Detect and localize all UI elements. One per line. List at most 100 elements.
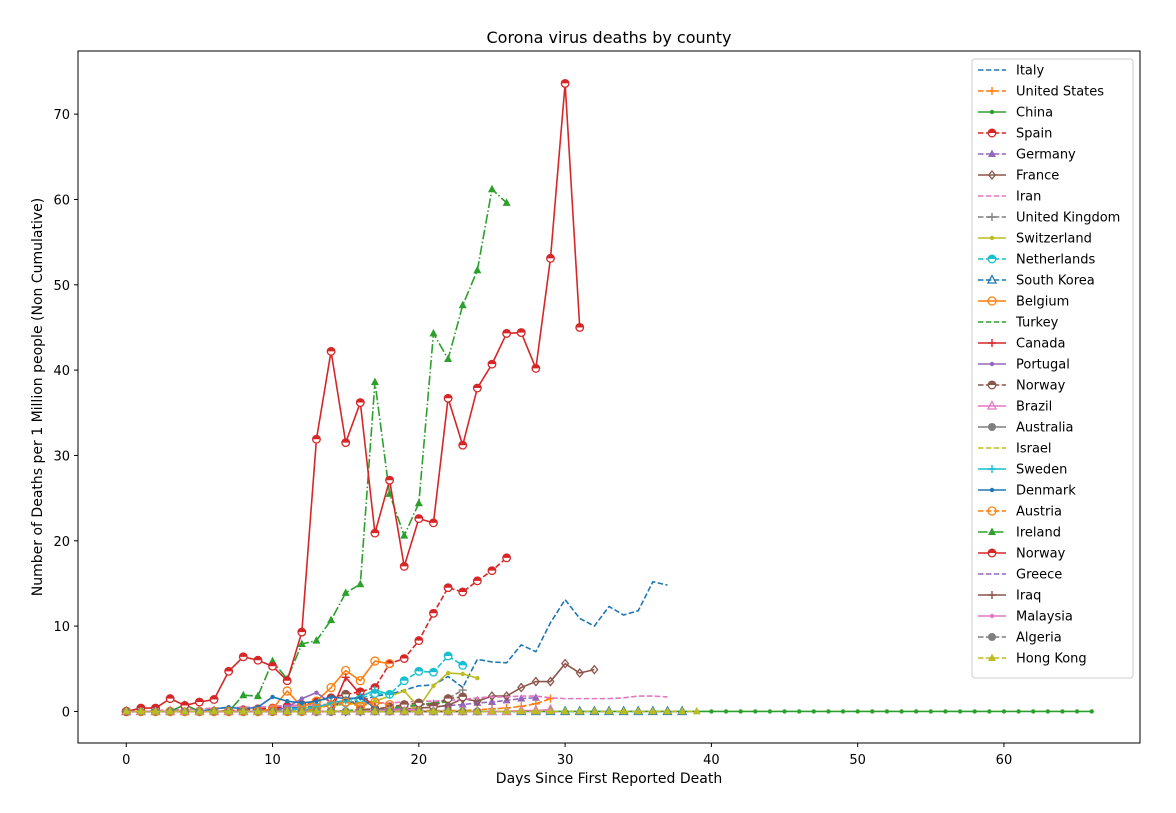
series-ireland-22-point-23: [458, 300, 467, 309]
series-norway-23-point-20: [414, 514, 424, 524]
series-spain-3-point-21-fill: [429, 609, 438, 614]
series-france-5-point-30: [560, 658, 570, 669]
series-ireland-22-point-10: [268, 656, 277, 665]
series-norway-15-point-15-fill: [341, 690, 350, 695]
legend-entry-portugal-14-label: Portugal: [1016, 358, 1070, 373]
series-hong-kong-28-point-7: [224, 706, 233, 715]
series-hong-kong-28-point-29: [546, 706, 555, 715]
series-hong-kong-28-point-35: [634, 706, 643, 715]
series-spain-3-point-17-fill: [371, 683, 379, 688]
x-tick-label-40: 40: [703, 753, 720, 768]
series-ireland-22-point-14: [327, 615, 336, 624]
series-netherlands-9-point-22: [443, 651, 453, 661]
series-china-2-point-66: [1089, 709, 1094, 714]
series-ireland-22-point-25: [487, 184, 496, 193]
series-hong-kong-28-point-37: [663, 706, 672, 715]
series-norway-23-point-19-fill: [400, 562, 409, 567]
series-spain-3-point-25-fill: [488, 566, 496, 571]
x-axis-label: Days Since First Reported Death: [496, 771, 722, 787]
legend-entry-belgium-11-marker: [987, 296, 997, 306]
series-norway-23-point-28-fill: [532, 364, 540, 369]
legend-entry-norway-23-marker: [987, 548, 997, 558]
series-belgium-11-point-18: [384, 658, 395, 669]
legend-entry-hong-kong-28: Hong Kong: [978, 652, 1087, 667]
legend-entry-austria-21-label: Austria: [1016, 505, 1062, 520]
series-norway-15-point-20-fill: [415, 699, 423, 703]
series-china-2-point-54: [913, 709, 919, 714]
legend-entry-norway-15-marker-fill: [988, 381, 996, 385]
series-netherlands-9-point-21-fill: [429, 668, 438, 673]
series-china-2-point-61: [1016, 709, 1021, 714]
legend-entry-italy-0-label: Italy: [1016, 64, 1045, 79]
legend-entry-turkey-12: Turkey: [978, 316, 1059, 331]
series-denmark-20-point-16: [358, 695, 363, 700]
series-denmark-20-point-12: [299, 700, 305, 706]
legend-entry-france-5-marker: [987, 169, 997, 181]
series-ireland-22-point-13: [312, 636, 321, 644]
series-norway-23-point-31: [575, 323, 585, 332]
series-china-2-point-43: [753, 709, 758, 714]
legend-entry-south-korea-10-marker: [986, 274, 998, 284]
series-china-2-point-52: [884, 709, 890, 714]
series-norway-23-point-25-fill: [488, 360, 496, 365]
series-hong-kong-28-point-1: [136, 706, 145, 715]
series-hong-kong-28-point-18: [385, 706, 394, 715]
series-spain-3-point-20: [414, 636, 424, 646]
series-denmark-20-point-10: [270, 694, 275, 700]
y-tick-label-40: 40: [53, 364, 70, 379]
legend-entry-hong-kong-28-marker: [988, 653, 996, 661]
legend-entry-canada-13-marker: [988, 339, 996, 347]
series-norway-23-point-16: [355, 398, 365, 407]
legend-entry-ireland-22-marker: [988, 527, 996, 535]
series-netherlands-9-point-22-fill: [444, 652, 452, 656]
series-spain-3-point-16-fill: [356, 688, 365, 692]
series-spain-3-point-23: [458, 587, 468, 597]
series-norway-23-point-8: [238, 652, 248, 662]
series-spain-3-point-23-fill: [458, 588, 467, 592]
legend-entry-china-2-label: China: [1016, 106, 1053, 121]
series-netherlands-9-point-20: [414, 666, 424, 676]
legend-entry-iraq-25-marker: [988, 591, 996, 599]
series-hong-kong-28: [122, 706, 701, 715]
series-hong-kong-28-point-2: [151, 706, 160, 715]
legend-entry-brazil-16-label: Brazil: [1016, 400, 1052, 415]
legend-entry-sweden-19-marker: [988, 465, 996, 473]
legend-box: [971, 58, 1134, 679]
series-spain-3-point-24: [472, 576, 482, 586]
series-china-2-point-63: [1045, 709, 1051, 714]
series-norway-23-point-12-fill: [298, 628, 306, 633]
series-hong-kong-28-point-8: [239, 706, 248, 715]
x-tick-label-60: 60: [996, 753, 1013, 768]
series-norway-15-point-23: [458, 692, 468, 702]
legend-entry-united-kingdom-7-marker: [988, 213, 996, 221]
legend-entry-algeria-27-marker: [988, 633, 996, 641]
series-norway-15-point-22: [443, 694, 453, 704]
series-switzerland-8-point-22: [445, 670, 451, 676]
series-norway-23-point-18-fill: [385, 476, 394, 481]
series-hong-kong-28-point-14: [327, 706, 336, 715]
axes: 0 10 20 30 40 50 60 0 10 20 30 40 50 60 70: [53, 50, 1141, 768]
series-hong-kong-28-point-26: [502, 706, 511, 715]
series-spain-3-point-24-fill: [473, 577, 482, 581]
series-hong-kong-28-point-21: [429, 706, 438, 715]
x-tick-label-0: 0: [122, 753, 130, 768]
series-france-5-point-28: [531, 676, 541, 687]
series-denmark-20-point-14: [328, 694, 334, 700]
series-belgium-11-point-17: [370, 656, 380, 666]
series-norway-23-point-7-fill: [224, 667, 233, 672]
series-hong-kong-28-point-30: [561, 706, 570, 715]
series-switzerland-8-point-19: [402, 688, 407, 694]
series-germany-4-point-23: [458, 700, 467, 708]
legend-entry-italy-0: Italy: [978, 64, 1045, 79]
series-netherlands-9-point-19-fill: [400, 676, 409, 681]
series-switzerland-8-point-23: [460, 671, 465, 677]
series-china-2-point-58: [972, 709, 977, 714]
series-hong-kong-28-point-10: [268, 706, 277, 715]
legend-entry-switzerland-8-marker: [989, 235, 995, 241]
series-norway-23-point-6: [209, 695, 219, 704]
series-norway-23-point-5: [194, 697, 204, 707]
series-hong-kong-28-point-12: [297, 706, 306, 715]
series-china-2-point-53: [899, 709, 904, 714]
